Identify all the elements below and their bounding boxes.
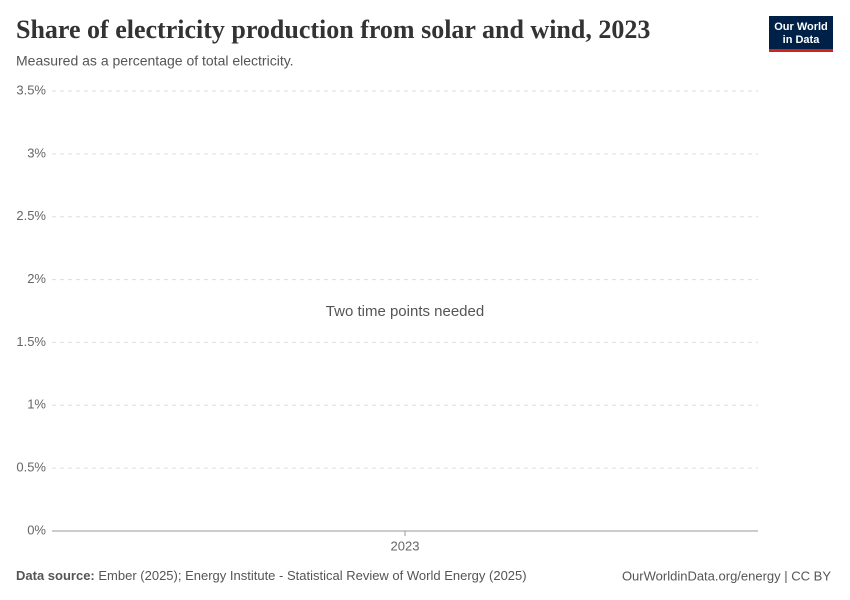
x-tick-label: 2023: [391, 538, 420, 553]
logo[interactable]: Our World in Data: [769, 16, 833, 52]
logo-background: [769, 16, 833, 52]
logo-stripe: [769, 49, 833, 52]
y-tick-label: 2%: [27, 271, 46, 286]
y-tick-label: 3.5%: [16, 82, 46, 97]
chart-subtitle: Measured as a percentage of total electr…: [16, 53, 294, 69]
footer-source: Data source: Ember (2025); Energy Instit…: [16, 568, 527, 583]
footer-credit[interactable]: OurWorldinData.org/energy | CC BY: [622, 568, 831, 583]
y-tick-label: 2.5%: [16, 208, 46, 223]
y-tick-label: 3%: [27, 145, 46, 160]
logo-text: Our World: [774, 21, 828, 33]
empty-message: Two time points needed: [326, 303, 484, 320]
logo-text: in Data: [783, 34, 821, 46]
y-tick-label: 1.5%: [16, 334, 46, 349]
y-tick-label: 1%: [27, 397, 46, 412]
chart-title: Share of electricity production from sol…: [16, 15, 650, 44]
source-label: Data source:: [16, 568, 95, 583]
y-tick-label: 0%: [27, 522, 46, 537]
source-text: Ember (2025); Energy Institute - Statist…: [98, 568, 526, 583]
y-tick-label: 0.5%: [16, 460, 46, 475]
